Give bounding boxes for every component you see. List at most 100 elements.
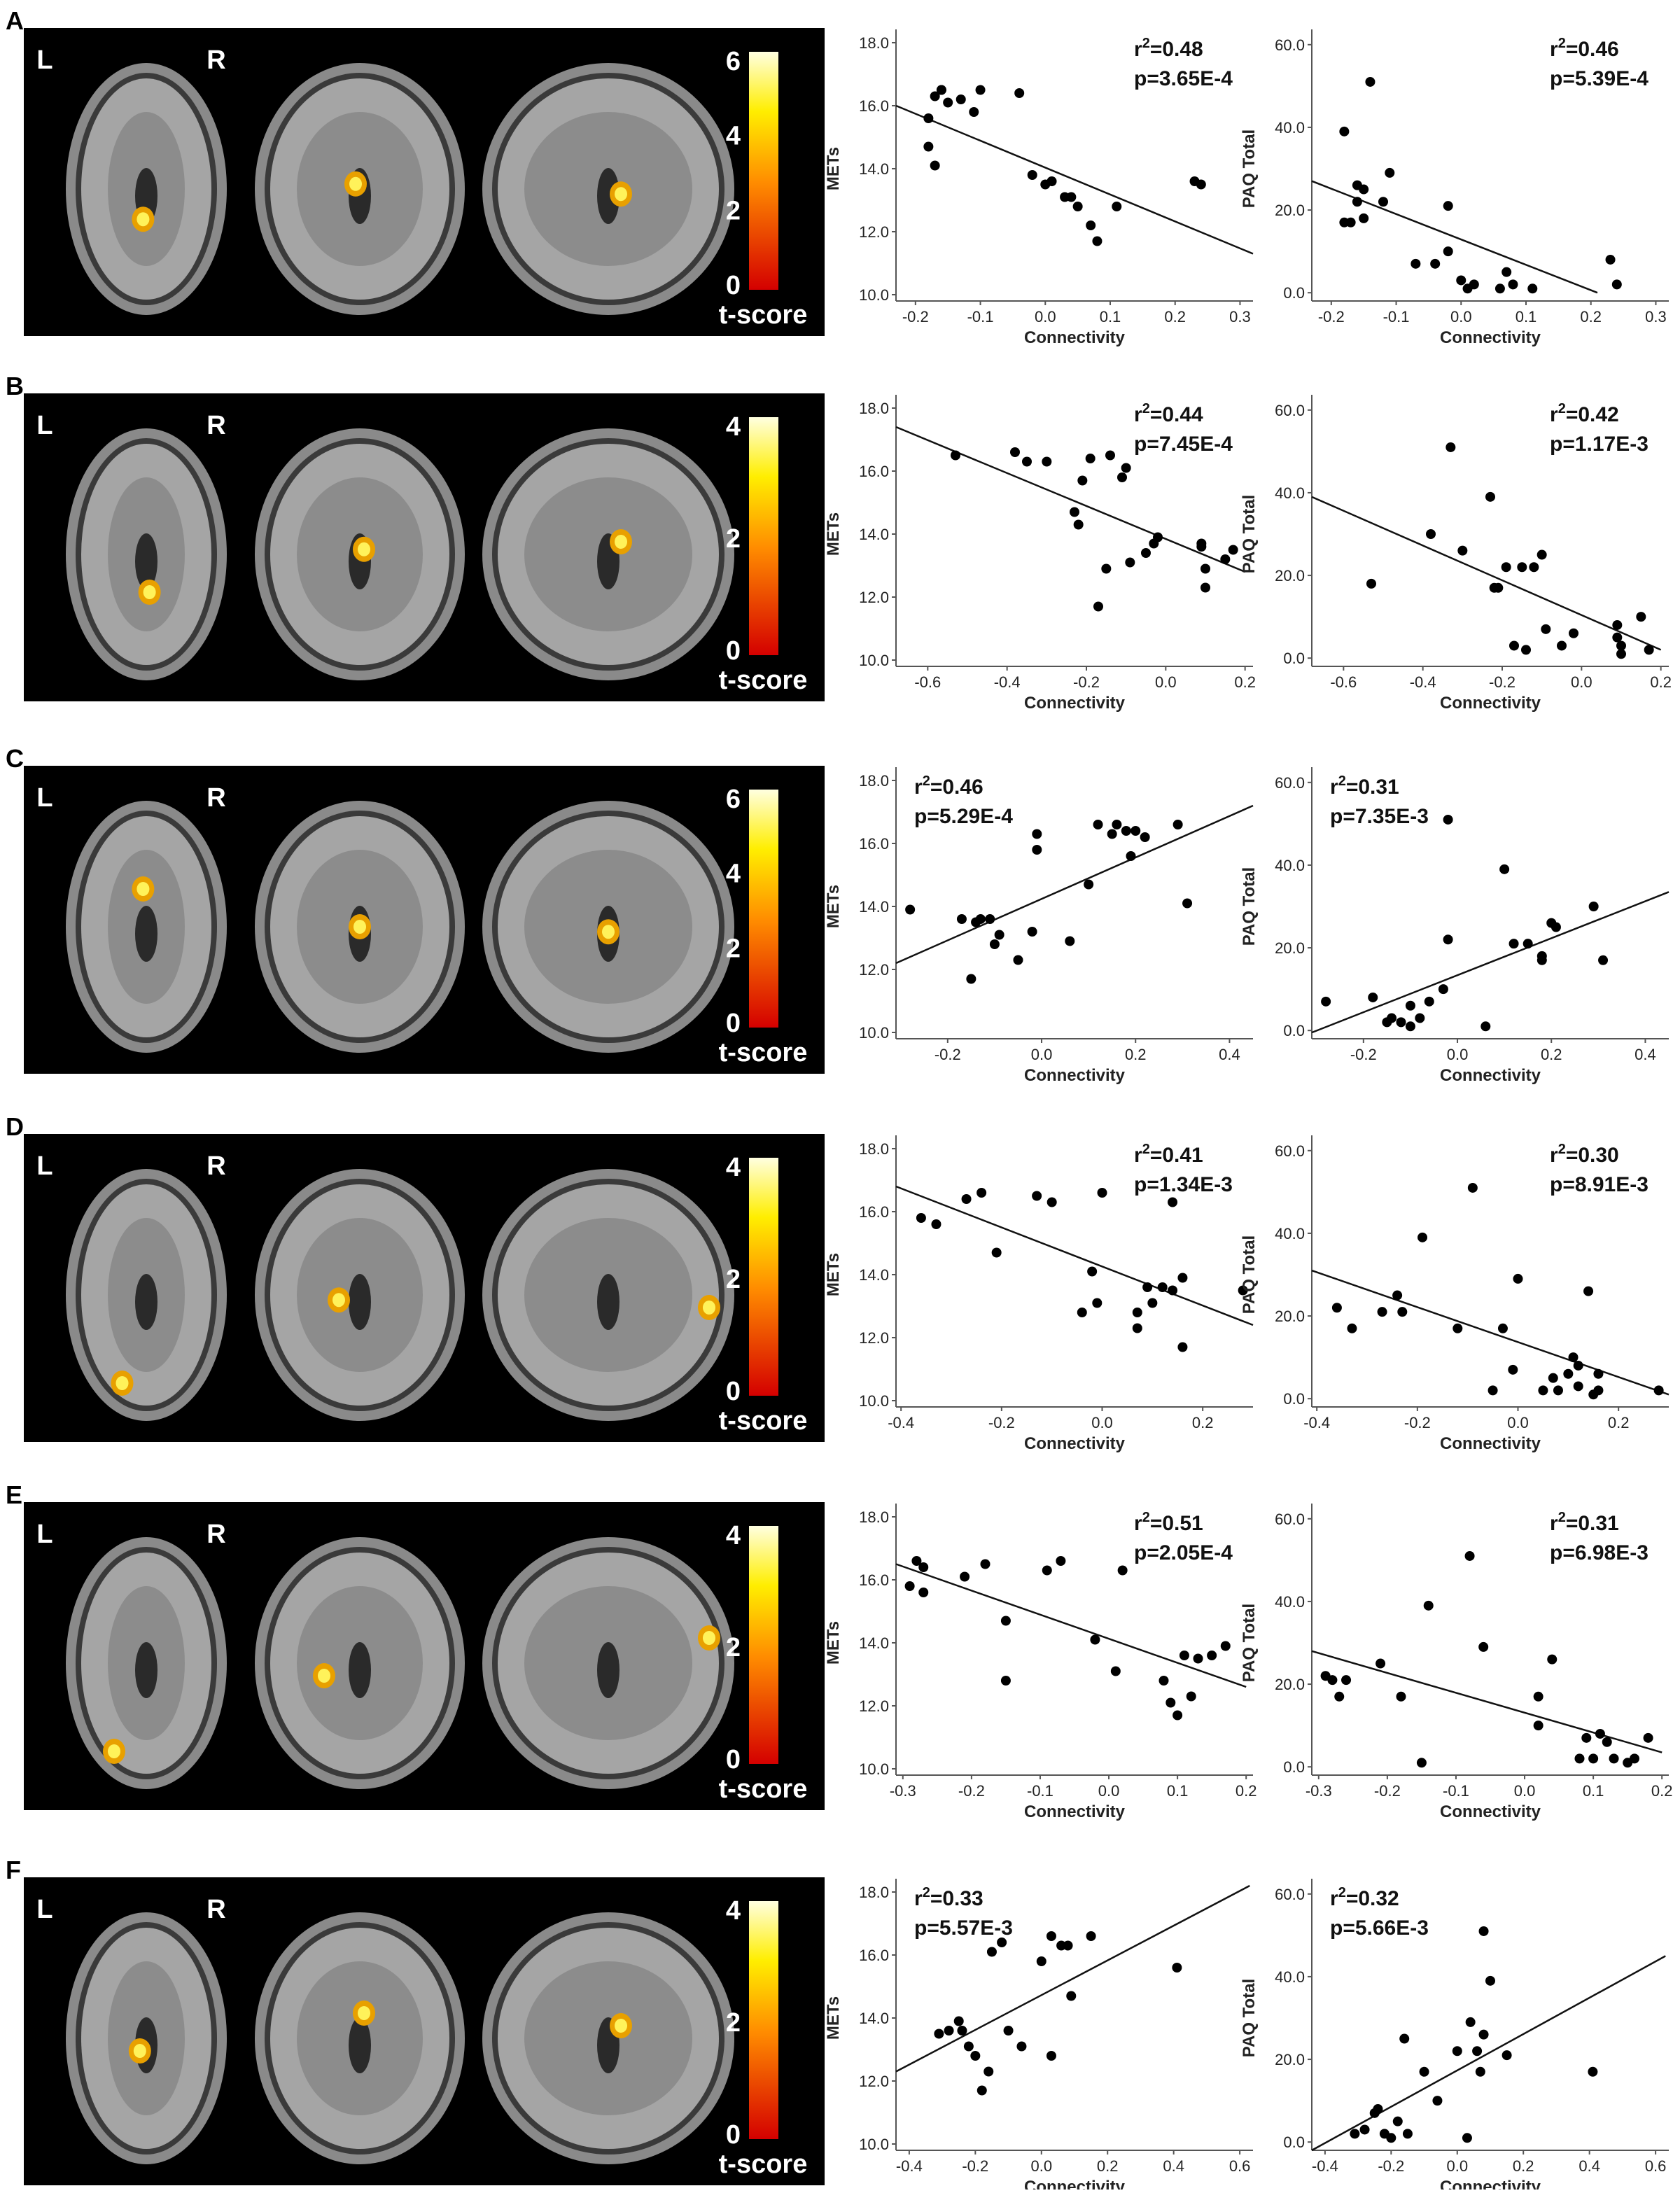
r-squared-label: r2=0.42 — [1550, 401, 1619, 426]
panel-letter: D — [6, 1112, 24, 1141]
data-point — [1424, 996, 1434, 1007]
activation-peak — [108, 1744, 120, 1758]
y-tick-label: 14.0 — [859, 1266, 889, 1284]
x-tick-label: 0.2 — [1541, 1046, 1562, 1063]
data-point — [1426, 529, 1436, 539]
x-tick-label: 0.2 — [1234, 673, 1256, 691]
data-point — [1179, 1651, 1189, 1660]
data-point — [1643, 1732, 1653, 1743]
data-point — [1331, 1303, 1342, 1313]
right-hemisphere-label: R — [206, 783, 225, 813]
data-point — [904, 1581, 915, 1591]
data-point — [1501, 562, 1511, 573]
data-point — [1013, 955, 1023, 965]
data-point — [1177, 1342, 1188, 1352]
r-squared-value: =0.41 — [1150, 1144, 1203, 1167]
r-squared-value: =0.48 — [1150, 38, 1203, 61]
colorbar — [749, 52, 778, 290]
data-point — [1086, 220, 1096, 230]
colorbar-title: t-score — [719, 1774, 808, 1804]
axial-slice — [66, 1169, 227, 1421]
data-point — [1046, 1931, 1056, 1941]
r-squared-symbol: r — [1550, 403, 1558, 426]
y-tick-label: 60.0 — [1275, 1511, 1305, 1528]
y-tick-label: 18.0 — [859, 400, 889, 417]
left-hemisphere-label: L — [36, 45, 52, 75]
left-hemisphere-label: L — [36, 411, 52, 440]
data-point — [1327, 1675, 1338, 1686]
data-point — [1172, 1963, 1182, 1973]
activation-peak — [615, 2019, 627, 2033]
data-point — [1140, 832, 1150, 842]
panel-f: FL R 4 2 0t-score 10.0 12.0 14.0 16.0 18.0 -0.4 -0.… — [6, 1856, 1669, 2193]
data-point — [1588, 2066, 1598, 2077]
data-point — [1121, 826, 1131, 836]
r-squared-symbol: r — [1134, 1144, 1142, 1167]
x-axis-title: Connectivity — [1024, 1066, 1126, 1085]
data-point — [1321, 996, 1331, 1007]
data-point — [966, 974, 976, 984]
colorbar-tick-label: 2 — [726, 524, 741, 554]
data-point — [1385, 167, 1395, 178]
y-tick-label: 14.0 — [859, 1634, 889, 1652]
y-axis-title: PAQ Total — [1240, 1235, 1259, 1314]
y-tick-label: 14.0 — [859, 2010, 889, 2027]
panel-b: BL R 4 2 0t-score 10.0 12.0 14.0 16.0 18.0 -0.6 -0.… — [6, 372, 1672, 713]
regression-line — [1311, 496, 1662, 651]
x-tick-label: 0.0 — [1450, 308, 1472, 325]
data-point — [1092, 236, 1102, 246]
data-point — [1339, 126, 1350, 136]
colorbar-tick-label: 2 — [726, 1265, 741, 1294]
r-squared-symbol: r — [1134, 1512, 1142, 1535]
data-point — [1616, 640, 1626, 651]
x-tick-label: 0.4 — [1634, 1046, 1656, 1063]
activation-peak — [358, 542, 370, 556]
r-squared-superscript: 2 — [923, 1885, 930, 1900]
y-tick-label: 60.0 — [1275, 402, 1305, 419]
data-point — [1065, 936, 1075, 946]
data-point — [1125, 557, 1135, 568]
y-tick-label: 16.0 — [859, 463, 889, 480]
data-point — [956, 914, 967, 924]
data-point — [1010, 447, 1020, 457]
axial-slice — [66, 1912, 227, 2164]
data-point — [918, 1588, 929, 1597]
right-hemisphere-label: R — [206, 1520, 225, 1549]
x-tick-label: -0.1 — [1383, 308, 1410, 325]
data-point — [1172, 1710, 1183, 1721]
x-tick-label: -0.2 — [1073, 673, 1100, 691]
data-point — [1046, 1197, 1057, 1207]
coronal-slice — [255, 63, 465, 315]
coronal-slice — [255, 428, 465, 680]
regression-line — [1311, 891, 1670, 1034]
y-tick-label: 12.0 — [859, 1697, 889, 1715]
data-point — [1000, 1676, 1011, 1686]
y-axis-title: METs — [824, 147, 843, 190]
data-point — [930, 160, 940, 171]
y-tick-label: 20.0 — [1275, 567, 1305, 584]
regression-line — [895, 1563, 1247, 1688]
data-point — [1612, 632, 1623, 643]
data-point — [1200, 582, 1210, 593]
y-tick-label: 20.0 — [1275, 1308, 1305, 1325]
x-tick-label: -0.2 — [1378, 2157, 1404, 2175]
data-point — [1366, 578, 1376, 589]
colorbar — [749, 1526, 778, 1764]
r-squared-label: r2=0.30 — [1550, 1142, 1619, 1167]
data-point — [1536, 951, 1547, 961]
data-point — [1101, 563, 1112, 574]
x-tick-label: 0.2 — [1513, 2157, 1534, 2175]
data-point — [1032, 829, 1042, 839]
data-point — [1142, 1282, 1153, 1292]
data-point — [1541, 624, 1551, 634]
data-point — [1097, 1188, 1107, 1198]
r-squared-value: =0.44 — [1150, 403, 1203, 426]
data-point — [983, 2066, 994, 2077]
r-squared-symbol: r — [914, 1887, 923, 1910]
x-tick-label: 0.0 — [1035, 308, 1056, 325]
x-tick-label: 0.2 — [1192, 1414, 1214, 1431]
r-squared-superscript: 2 — [1558, 1142, 1566, 1157]
data-point — [1443, 201, 1453, 211]
data-point — [1419, 2066, 1429, 2077]
